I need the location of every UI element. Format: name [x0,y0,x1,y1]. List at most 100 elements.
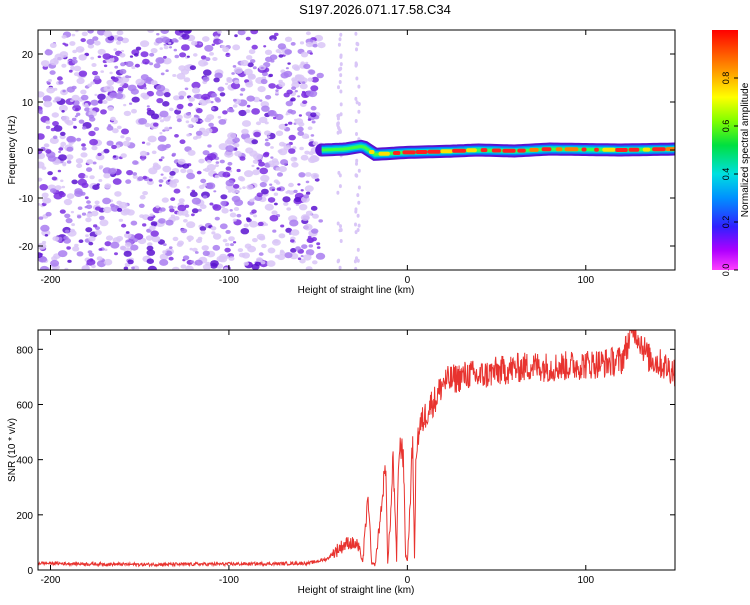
noise-dot [225,179,235,187]
noise-dot [159,132,163,135]
noise-dot [158,218,166,224]
noise-dot [305,172,312,177]
band-hotspot [602,147,616,152]
noise-dot [178,65,186,71]
noise-dot [308,244,314,248]
noise-dot [206,114,215,121]
noise-dot [297,183,301,186]
noise-dot [66,146,74,152]
noise-dot [73,65,82,72]
noise-dot [288,148,296,154]
noise-dot [170,197,176,202]
noise-dot [237,30,246,36]
noise-dot [307,77,314,82]
noise-dot [43,64,48,67]
noise-dot [142,191,149,196]
noise-dot [103,258,113,266]
noise-dot [212,204,222,211]
noise-dot [180,264,187,269]
noise-dot [236,213,242,218]
noise-dot [278,166,287,173]
noise-dot [227,132,237,140]
noise-dot [267,247,276,254]
noise-dot [135,78,145,86]
noise-dot [64,267,69,270]
noise-dot [228,236,235,242]
noise-dot [310,112,317,118]
band-hotspot [415,150,428,154]
noise-dot [103,30,113,37]
noise-dot [191,87,201,94]
noise-dot [205,99,212,104]
noise-dot [81,31,88,37]
noise-dot [282,143,287,147]
noise-dot [256,233,266,240]
noise-dot [280,224,285,228]
noise-dot [356,213,360,218]
noise-dot [123,103,127,107]
noise-dot [94,93,98,97]
noise-dot [274,32,279,37]
noise-dot [177,204,187,212]
noise-scatter [38,30,361,270]
noise-dot [295,74,305,82]
noise-dot [251,209,257,214]
noise-dot [126,170,134,176]
noise-dot [202,76,210,82]
noise-dot [339,239,343,243]
noise-dot [163,43,167,46]
noise-dot [261,243,267,249]
noise-dot [252,169,260,176]
noise-dot [38,216,44,220]
noise-dot [354,31,358,36]
noise-dot [147,135,157,143]
noise-dot [72,59,78,64]
noise-dot [90,99,99,106]
noise-dot [173,188,181,194]
noise-dot [110,241,120,249]
noise-dot [240,228,250,235]
noise-dot [168,256,174,261]
band-hotspot [517,148,526,153]
noise-dot [304,185,314,193]
snr-series-line [38,330,675,568]
noise-dot [140,74,149,81]
noise-dot [99,219,109,227]
noise-dot [162,57,172,65]
noise-dot [213,38,222,45]
noise-dot [259,167,269,175]
colorbar-tick-label: 0.6 [721,120,731,133]
noise-dot [117,207,123,212]
noise-dot [274,202,278,206]
noise-dot [337,125,340,130]
noise-dot [289,219,299,227]
noise-dot [177,210,184,216]
y-tick-label: 600 [16,400,33,411]
noise-dot [86,38,95,45]
noise-dot [290,110,297,115]
noise-dot [211,107,215,110]
noise-dot [357,102,361,106]
noise-dot [206,159,212,164]
noise-dot [337,170,341,175]
noise-dot [240,87,246,92]
noise-dot [256,192,263,198]
noise-dot [163,92,171,98]
noise-dot [267,135,271,139]
noise-dot [163,55,167,59]
noise-dot [59,134,66,140]
noise-dot [233,207,240,211]
noise-dot [229,209,233,212]
noise-dot [50,259,60,267]
noise-dot [131,96,140,103]
noise-dot [354,61,358,66]
snr-xlabel: Height of straight line (km) [298,585,415,596]
noise-dot [88,130,96,137]
noise-dot [153,122,159,127]
noise-dot [212,57,218,61]
noise-dot [126,209,135,216]
noise-dot [203,96,208,101]
noise-dot [354,173,358,178]
noise-dot [278,123,287,130]
